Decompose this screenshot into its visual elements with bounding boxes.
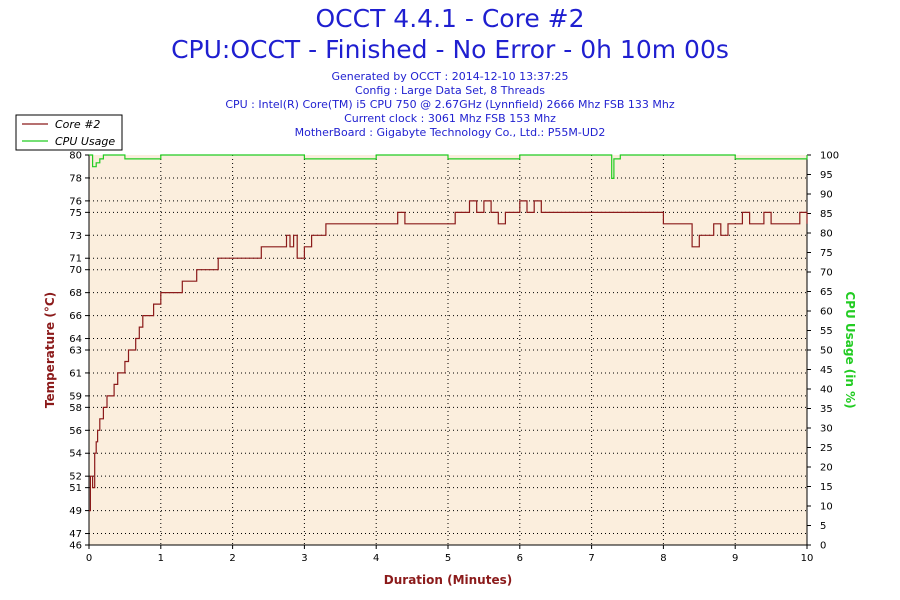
x-tick-label: 0: [86, 553, 92, 564]
y2-tick-label: 100: [820, 151, 839, 162]
y-tick-label: 71: [69, 254, 82, 265]
y-axis-label: Temperature (°C): [43, 292, 57, 408]
y-tick-label: 63: [69, 346, 82, 357]
plot-area: [89, 155, 807, 545]
info-generated: Generated by OCCT : 2014-12-10 13:37:25: [331, 70, 569, 83]
y2-tick-label: 35: [820, 404, 833, 415]
x-tick-label: 3: [301, 553, 307, 564]
y2-tick-label: 10: [820, 502, 833, 513]
y2-tick-label: 90: [820, 190, 833, 201]
x-tick-label: 10: [801, 553, 814, 564]
y2-tick-label: 95: [820, 170, 833, 181]
y2-tick-label: 45: [820, 365, 833, 376]
y-tick-label: 58: [69, 403, 82, 414]
y-tick-label: 46: [69, 541, 82, 552]
y-tick-label: 56: [69, 426, 82, 437]
y-tick-label: 52: [69, 472, 82, 483]
y-tick-label: 73: [69, 231, 82, 242]
info-clock: Current clock : 3061 Mhz FSB 153 Mhz: [344, 112, 556, 125]
y2-tick-label: 25: [820, 443, 833, 454]
x-tick-label: 5: [445, 553, 451, 564]
y2-tick-label: 5: [820, 521, 826, 532]
y-tick-label: 80: [69, 151, 82, 162]
x-tick-label: 2: [229, 553, 235, 564]
info-config: Config : Large Data Set, 8 Threads: [355, 84, 545, 97]
y2-tick-label: 85: [820, 209, 833, 220]
y2-tick-label: 60: [820, 307, 833, 318]
series-line-cpu-usage: [89, 154, 808, 179]
x-tick-label: 8: [660, 553, 666, 564]
y2-tick-label: 40: [820, 385, 833, 396]
y-tick-label: 54: [69, 449, 82, 460]
y2-tick-label: 55: [820, 326, 833, 337]
y2-tick-label: 50: [820, 346, 833, 357]
legend-box: [15, 114, 123, 151]
x-tick-label: 9: [732, 553, 738, 564]
y-tick-label: 61: [69, 368, 82, 379]
series-line-core2: [89, 200, 808, 512]
legend-label-cpu-usage: CPU Usage: [55, 135, 115, 148]
y-tick-label: 78: [69, 173, 82, 184]
y-tick-label: 47: [69, 529, 82, 540]
y2-tick-label: 65: [820, 287, 833, 298]
chart-subtitle: CPU:OCCT - Finished - No Error - 0h 10m …: [171, 35, 729, 64]
y-tick-label: 66: [69, 311, 82, 322]
y-tick-label: 59: [69, 391, 82, 402]
x-tick-label: 4: [373, 553, 379, 564]
y-tick-label: 75: [69, 208, 82, 219]
y2-axis-label: CPU Usage (in %): [843, 291, 857, 408]
y2-tick-label: 70: [820, 268, 833, 279]
x-tick-label: 6: [517, 553, 523, 564]
y2-tick-label: 75: [820, 248, 833, 259]
y-tick-label: 49: [69, 506, 82, 517]
chart-title: OCCT 4.4.1 - Core #2: [315, 4, 585, 33]
y2-tick-label: 20: [820, 463, 833, 474]
y2-tick-label: 30: [820, 424, 833, 435]
info-cpu: CPU : Intel(R) Core(TM) i5 CPU 750 @ 2.6…: [225, 98, 675, 111]
y-tick-label: 70: [69, 265, 82, 276]
legend-label-core2: Core #2: [55, 118, 100, 131]
y2-tick-label: 15: [820, 482, 833, 493]
x-tick-label: 1: [158, 553, 164, 564]
y-tick-label: 51: [69, 483, 82, 494]
y2-tick-label: 0: [820, 541, 826, 552]
info-motherboard: MotherBoard : Gigabyte Technology Co., L…: [294, 126, 606, 139]
y-tick-label: 76: [69, 196, 82, 207]
y-tick-label: 68: [69, 288, 82, 299]
x-tick-label: 7: [588, 553, 594, 564]
x-axis-label: Duration (Minutes): [384, 573, 512, 587]
y2-tick-label: 80: [820, 229, 833, 240]
y-tick-label: 64: [69, 334, 82, 345]
